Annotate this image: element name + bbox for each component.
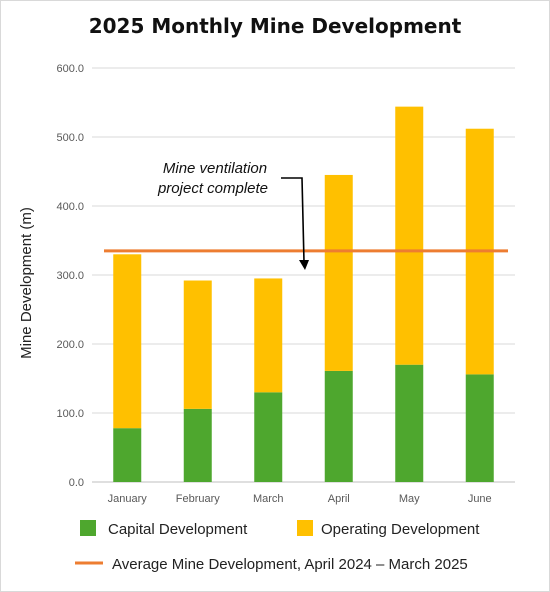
legend-swatch-operating [297,520,313,536]
bar-capital-development [183,408,212,482]
legend-label-capital: Capital Development [108,521,248,538]
y-tick-label: 600.0 [56,63,84,75]
bar-operating-development [395,106,424,365]
bar-operating-development [324,174,353,371]
bar-capital-development [465,374,494,482]
legend-label-operating: Operating Development [321,521,480,538]
annotation: Mine ventilation project complete [157,160,309,270]
bar-capital-development [395,364,424,482]
y-tick-label: 300.0 [56,270,84,282]
chart-title: 2025 Monthly Mine Development [88,14,462,38]
y-tick-label: 500.0 [56,132,84,144]
y-tick-label: 400.0 [56,201,84,213]
x-tick-label: January [108,493,148,505]
x-tick-label: May [399,493,420,505]
bar-operating-development [183,280,212,409]
x-tick-label: June [468,493,492,505]
annotation-arrowhead [299,260,309,270]
bar-capital-development [324,370,353,482]
bar-capital-development [254,392,283,482]
legend: Capital Development Operating Developmen… [75,520,480,573]
legend-label-average: Average Mine Development, April 2024 – M… [112,556,468,573]
annotation-line-2: project complete [157,180,268,197]
bar-operating-development [254,278,283,393]
y-axis-label: Mine Development (m) [18,207,35,359]
y-tick-label: 0.0 [69,477,84,489]
x-tick-label: March [253,493,284,505]
legend-swatch-capital [80,520,96,536]
x-tick-label: April [328,493,350,505]
y-tick-label: 200.0 [56,339,84,351]
bar-capital-development [113,428,142,482]
y-tick-labels: 0.0 100.0 200.0 300.0 400.0 500.0 600.0 [56,63,84,489]
annotation-arrow [281,177,305,263]
bars [113,106,494,482]
bar-operating-development [113,254,142,429]
gridlines [92,67,515,483]
x-tick-label: February [176,493,221,505]
y-tick-label: 100.0 [56,408,84,420]
annotation-line-1: Mine ventilation [163,160,267,177]
x-tick-labels: January February March April May June [108,493,492,505]
